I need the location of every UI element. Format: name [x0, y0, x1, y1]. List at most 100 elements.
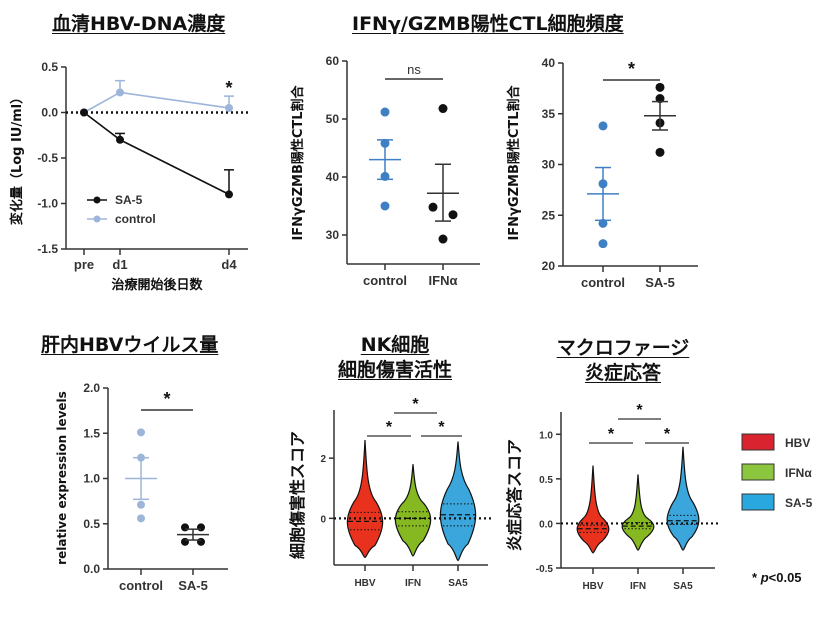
p-note-star: *	[752, 570, 758, 585]
legend-marker-SA-5	[93, 196, 101, 204]
legend-label-sa5: SA-5	[785, 496, 813, 510]
significance-label: *	[608, 426, 615, 443]
y-tick-label: 30	[542, 158, 556, 172]
data-point	[116, 88, 124, 97]
data-point	[116, 135, 124, 144]
x-tick-label: pre	[74, 257, 94, 272]
x-tick-label: control	[581, 275, 625, 290]
title-nk-line2: 細胞傷害活性	[337, 359, 452, 381]
data-point	[598, 239, 608, 249]
significance-label: *	[628, 59, 635, 79]
x-tick-label: d4	[221, 257, 237, 272]
data-point	[380, 201, 390, 211]
significance-label: *	[412, 396, 419, 413]
y-tick-label: 20	[542, 259, 556, 273]
legend-label-ifn: IFNα	[785, 466, 812, 480]
y-tick-label: 25	[542, 208, 556, 222]
y-tick-label: 0.5	[539, 475, 553, 486]
data-point	[225, 103, 233, 112]
y-tick-label: 1.0	[83, 472, 100, 486]
x-tick-label: d1	[112, 257, 127, 272]
data-point	[655, 147, 665, 157]
significance-star: *	[225, 78, 232, 98]
x-tick-label: IFN	[405, 578, 421, 589]
title-liver-hbv: 肝内HBVウイルス量	[41, 334, 219, 356]
violin-HBV	[346, 440, 384, 559]
x-tick-label: control	[363, 273, 407, 288]
legend-label-SA-5: SA-5	[115, 193, 143, 207]
title-serum-hbv-dna: 血清HBV-DNA濃度	[52, 13, 226, 35]
data-point	[438, 104, 448, 114]
data-point	[137, 514, 145, 523]
data-point	[655, 82, 665, 92]
legend-label-control: control	[115, 212, 156, 226]
y-tick-label: 40	[542, 56, 556, 70]
y-axis-label: 変化量（Log IU/ml）	[9, 91, 25, 225]
chart-ctl-ifn: IFNγGZMB陽性CTL割合 60 50 40 30 control IFNα ns	[290, 54, 480, 288]
p-note-p: p	[760, 570, 769, 585]
data-point	[197, 523, 205, 532]
data-point	[598, 218, 608, 228]
significance-label: *	[386, 419, 393, 436]
significance-label: *	[664, 426, 671, 443]
series-line-control	[83, 91, 230, 114]
y-axis-label: IFNγGZMB陽性CTL割合	[290, 84, 306, 240]
x-tick-label: SA-5	[178, 578, 208, 593]
title-ctl-frequency: IFNγ/GZMB陽性CTL細胞頻度	[352, 13, 624, 35]
x-tick-label: IFNα	[429, 273, 458, 288]
x-tick-label: SA5	[448, 578, 468, 589]
p-value-note: * p<0.05	[752, 570, 802, 585]
data-point	[380, 107, 390, 117]
y-tick-label: -0.5	[536, 564, 554, 575]
data-point	[438, 234, 448, 244]
title-nk-line1: NK細胞	[360, 334, 430, 356]
y-tick-label: 0.5	[41, 60, 58, 74]
y-axis-label: 細胞傷害性スコア	[288, 431, 307, 559]
violin-IFN	[621, 474, 655, 551]
data-point	[80, 108, 88, 117]
data-point	[197, 537, 205, 546]
p-note-threshold: <0.05	[769, 570, 802, 585]
x-tick-label: control	[119, 578, 163, 593]
violin-SA5	[439, 441, 477, 562]
x-tick-label: HBV	[354, 578, 375, 589]
data-point	[137, 428, 145, 437]
data-point	[181, 523, 189, 532]
y-tick-label: 40	[326, 170, 340, 184]
y-axis-label: 炎症応答スコア	[505, 439, 524, 551]
violin-SA5	[666, 446, 700, 551]
data-point	[181, 537, 189, 546]
data-point	[655, 94, 665, 104]
legend-label-hbv: HBV	[785, 436, 810, 450]
y-tick-label: -1.5	[37, 242, 58, 256]
data-point	[137, 500, 145, 509]
violin-legend: HBV IFNα SA-5 * p<0.05	[741, 433, 813, 585]
y-tick-label: 2	[320, 454, 326, 465]
y-tick-label: -0.5	[37, 151, 58, 165]
y-tick-label: 1.5	[83, 426, 100, 440]
x-axis-label: 治療開始後日数	[111, 277, 203, 293]
x-tick-label: IFN	[630, 581, 646, 592]
violin-IFN	[394, 464, 432, 557]
title-mac-line1: マクロファージ	[556, 337, 690, 359]
chart-liver-hbv: relative expression levels 2.0 1.5 1.0 0.5 0…	[55, 381, 228, 593]
data-point	[428, 202, 438, 212]
legend-swatch-hbv	[741, 433, 775, 451]
legend-swatch-sa5	[741, 493, 775, 511]
significance-label: *	[163, 389, 170, 409]
significance-label: *	[438, 419, 445, 436]
y-tick-label: 2.0	[83, 381, 100, 395]
y-axis-label: relative expression levels	[55, 391, 69, 565]
violin-HBV	[576, 465, 610, 554]
legend-marker-control	[93, 215, 101, 223]
y-tick-label: 0.0	[41, 106, 58, 120]
y-tick-label: 60	[326, 54, 340, 68]
y-tick-label: 30	[326, 228, 340, 242]
y-tick-label: 35	[542, 107, 556, 121]
y-tick-label: -1.0	[37, 197, 58, 211]
chart-serum-hbv-dna: 変化量（Log IU/ml） 治療開始後日数 0.5 0.0 -0.5 -1.0 -1.…	[9, 60, 250, 293]
x-tick-label: SA5	[673, 581, 693, 592]
significance-label: ns	[407, 62, 421, 77]
data-point	[225, 190, 233, 199]
